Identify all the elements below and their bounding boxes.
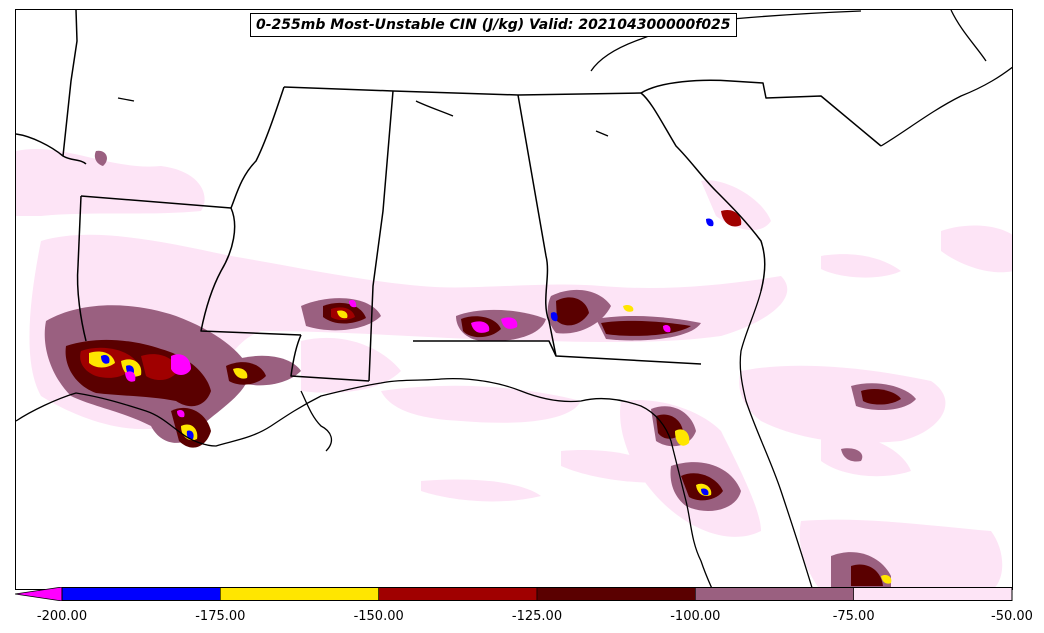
coastlines (16, 10, 1012, 589)
colorbar-bins (61, 587, 1013, 601)
colorbar-outline (61, 587, 1013, 601)
colorbar-under-arrow (15, 587, 63, 601)
colorbar-bin (378, 587, 538, 601)
colorbar-tick-label: -175.00 (195, 609, 246, 624)
colorbar-tick-label: -50.00 (991, 609, 1033, 624)
colorbar-tick-label: -75.00 (832, 609, 875, 624)
colorbar-bin (853, 587, 1013, 601)
map-title: 0-255mb Most-Unstable CIN (J/kg) Valid: … (250, 13, 737, 37)
map-panel (15, 9, 1013, 590)
colorbar-tick-label: -200.00 (36, 609, 88, 624)
colorbar-bin (220, 587, 379, 601)
colorbar-bin (536, 587, 696, 601)
colorbar (15, 587, 1013, 601)
colorbar-tick-label: -125.00 (511, 609, 563, 624)
colorbar-tick-label: -100.00 (670, 609, 721, 624)
colorbar-bin (695, 587, 854, 601)
colorbar-bin (61, 587, 221, 601)
cin-shading-magenta (125, 299, 671, 418)
cin-map (16, 10, 1012, 589)
colorbar-tick-label: -150.00 (353, 609, 404, 624)
cin-shading-blue (101, 218, 714, 496)
state-borders (16, 10, 882, 382)
